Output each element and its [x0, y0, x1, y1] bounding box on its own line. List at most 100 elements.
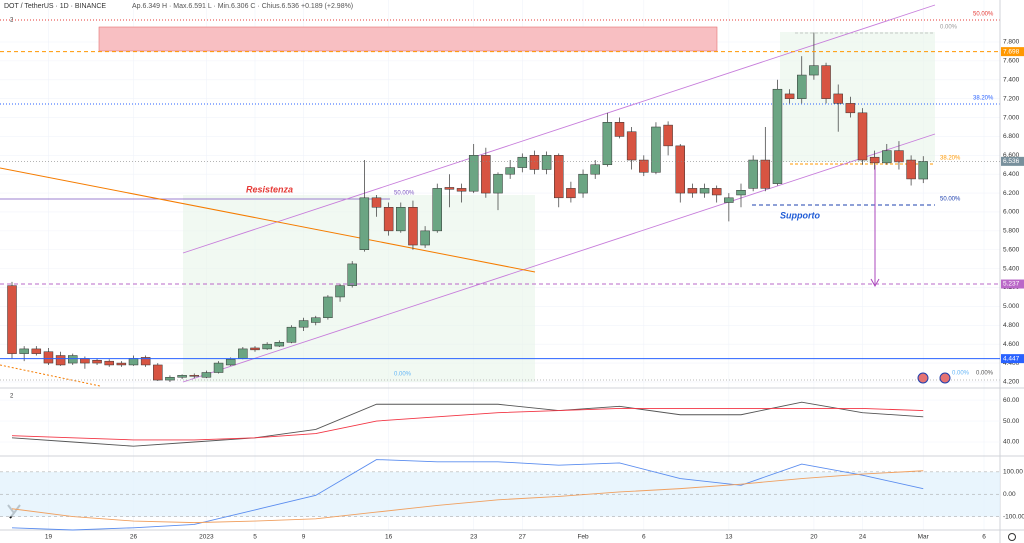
candle-body	[225, 359, 236, 366]
candle-body	[274, 342, 285, 347]
x-tick-label: 19	[45, 534, 53, 541]
y-tick-label: 60.00	[1003, 397, 1020, 404]
candle-body	[298, 320, 309, 328]
candle-body	[748, 159, 758, 189]
candle-body	[432, 188, 442, 232]
y-tick-label: 7.600	[1003, 58, 1020, 65]
candle-body	[420, 230, 430, 246]
candle-body	[602, 122, 613, 166]
candle-body	[189, 375, 199, 377]
candle-body	[55, 355, 66, 366]
candle-body	[104, 360, 114, 366]
candle-body	[869, 156, 880, 164]
indicator-line	[11, 408, 924, 441]
candle-body	[614, 122, 625, 137]
y-tick-label: 6.800	[1003, 133, 1020, 140]
y-tick-label: 7.200	[1003, 95, 1020, 102]
annotation: Resistenza	[246, 184, 293, 194]
candle-body	[760, 159, 771, 189]
y-tick-label: 4.800	[1003, 322, 1020, 329]
panel-toggle[interactable]: 2	[10, 394, 14, 400]
candle-body	[590, 164, 600, 175]
annotation: 50.00%	[973, 12, 994, 18]
candle-body	[31, 348, 42, 354]
candle-body	[481, 155, 491, 194]
candle-body	[359, 197, 370, 250]
arrow-head	[870, 278, 880, 288]
x-tick-label: 2023	[199, 534, 214, 541]
x-tick-label: 5	[253, 534, 257, 541]
candle-body	[213, 362, 224, 373]
candle-body	[566, 188, 576, 199]
candle-body	[845, 103, 856, 114]
candle-body	[444, 187, 455, 190]
candle-body	[517, 156, 528, 168]
candle-body	[833, 93, 843, 104]
candle-body	[639, 159, 649, 173]
candle-body	[68, 355, 78, 364]
y-tick-label: 5.800	[1003, 228, 1020, 235]
candle-body	[43, 351, 54, 364]
y-tick-label: -100.00	[1003, 513, 1024, 520]
candle-body	[177, 375, 187, 378]
annotation: 50.00%	[394, 191, 415, 197]
candle-body	[19, 348, 29, 354]
event-icon[interactable]	[917, 372, 929, 384]
candle-body	[772, 88, 783, 184]
y-tick-label: 6.400	[1003, 171, 1020, 178]
candle-body	[724, 197, 734, 203]
panel-toggle[interactable]: 2	[10, 18, 14, 24]
y-tick-label: 4.200	[1003, 379, 1020, 386]
annotation: 38.20%	[973, 96, 994, 102]
zone	[183, 195, 535, 382]
candle-body	[165, 376, 175, 381]
y-tick-label: 6.000	[1003, 209, 1020, 216]
y-tick-label: 7.000	[1003, 114, 1020, 121]
candle-body	[335, 285, 345, 298]
candle-body	[578, 173, 588, 194]
candle-body	[784, 93, 795, 99]
x-tick-label: 27	[519, 534, 527, 541]
y-tick-label: 40.00	[1003, 439, 1020, 446]
annotation: 50.00%	[940, 197, 961, 203]
candle-body	[797, 74, 807, 99]
x-tick-label: 26	[130, 534, 138, 541]
candle-body	[347, 263, 357, 286]
level-label-box	[1001, 47, 1024, 57]
candle-body	[736, 190, 746, 196]
settings-icon[interactable]	[1008, 533, 1016, 541]
level-label: 5.237	[1003, 281, 1020, 288]
y-tick-label: 6.600	[1003, 152, 1020, 159]
candle-body	[456, 188, 467, 192]
annotation: 38.20%	[940, 156, 961, 162]
candle-body	[505, 167, 515, 175]
x-tick-label: 24	[859, 534, 867, 541]
annotation: 0.00%	[976, 371, 994, 377]
candle-body	[128, 358, 139, 366]
indicator-line	[11, 459, 924, 531]
annotation: 0.00%	[394, 372, 412, 378]
candle-body	[541, 155, 552, 170]
trend-line	[0, 167, 536, 273]
candle-body	[323, 296, 333, 318]
last-price-box	[1001, 156, 1024, 166]
annotation: 0.00%	[952, 371, 970, 377]
y-tick-label: 5.000	[1003, 303, 1020, 310]
candle-body	[262, 343, 272, 350]
x-tick-label: 16	[385, 534, 393, 541]
candle-body	[857, 112, 868, 161]
candle-body	[153, 364, 163, 381]
candle-body	[918, 161, 928, 180]
x-tick-label: 20	[810, 534, 818, 541]
x-tick-label: 6	[982, 534, 986, 541]
candle-body	[286, 326, 297, 343]
y-tick-label: 100.00	[1003, 469, 1023, 476]
candle-body	[7, 285, 17, 354]
candle-body	[529, 155, 540, 170]
level-label-box	[1001, 354, 1024, 364]
y-tick-label: 6.200	[1003, 190, 1020, 197]
candle-body	[371, 197, 382, 208]
annotation: 0.00%	[940, 25, 958, 31]
event-icon[interactable]	[939, 372, 951, 384]
resistance-zone	[98, 26, 718, 52]
